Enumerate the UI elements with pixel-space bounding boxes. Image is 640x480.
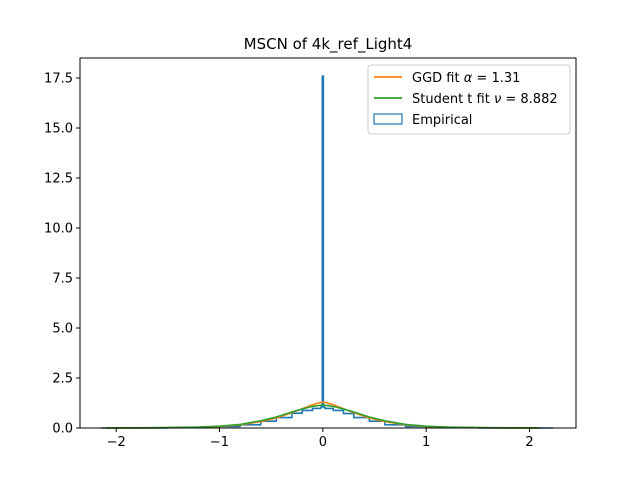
chart-title: MSCN of 4k_ref_Light4 [244,35,413,54]
y-tick-label: 17.5 [44,72,73,87]
series-line-1 [105,404,540,429]
y-tick-label: 15.0 [44,122,73,137]
axes-frame [79,57,577,429]
legend-label: GGD fit α = 1.31 [412,71,520,86]
legend-label: Student t fit ν = 8.882 [412,92,558,107]
y-tick-label: 2.5 [52,372,73,387]
legend-box [367,64,571,135]
y-tick-label: 0.0 [52,422,73,437]
y-tick-label: 7.5 [52,272,73,287]
y-tick-label: 5.0 [52,322,73,337]
x-tick-label: −1 [210,435,229,450]
legend-swatch [373,113,403,125]
axes: −2 −1 0 1 2 0.0 2.5 5.0 7.5 10.0 12.5 15.0 17.5 [44,57,577,450]
x-tick-label: 1 [422,435,430,450]
legend-label: Empirical [412,113,472,128]
x-tick-label: 2 [525,435,533,450]
legend: GGD fit α = 1.31 Student t fit ν = 8.882 E… [367,64,571,135]
plot-area [100,75,554,429]
y-tick-label: 12.5 [44,172,73,187]
y-tick-label: 10.0 [44,222,73,237]
x-tick-label: 0 [319,435,327,450]
x-tick-label: −2 [107,435,126,450]
